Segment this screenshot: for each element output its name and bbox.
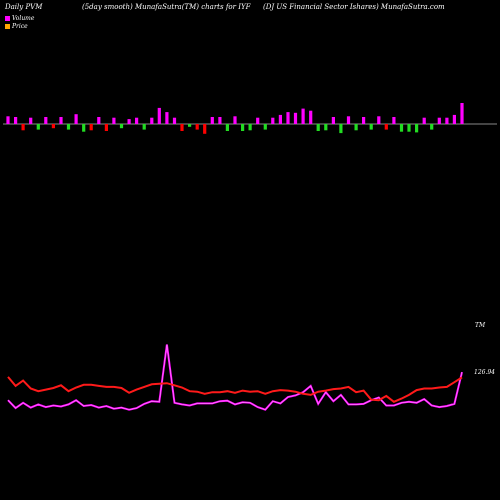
pvm-bar bbox=[203, 124, 207, 134]
legend-price-label: Price bbox=[12, 23, 28, 30]
pvm-bar bbox=[301, 108, 305, 124]
pvm-bar bbox=[180, 124, 184, 131]
pvm-bar bbox=[377, 116, 381, 124]
chart-title-right: (DJ US Financial Sector Ishares) MunafaS… bbox=[263, 3, 445, 11]
volume-line-inner bbox=[7, 344, 463, 411]
pvm-bar bbox=[422, 117, 426, 124]
pvm-bar bbox=[172, 117, 177, 124]
pvm-bar bbox=[21, 124, 25, 131]
pvm-bar bbox=[44, 117, 48, 124]
pvm-bar bbox=[89, 124, 93, 131]
legend-price: Price bbox=[5, 23, 28, 30]
pvm-bar bbox=[6, 116, 10, 124]
pvm-bar bbox=[150, 117, 154, 124]
pvm-bar bbox=[286, 112, 290, 124]
pvm-bar bbox=[339, 124, 343, 134]
pvm-bar bbox=[309, 110, 313, 124]
legend-volume-label: Volume bbox=[12, 15, 35, 22]
pvm-bar bbox=[430, 124, 434, 130]
pvm-bar bbox=[218, 117, 222, 124]
pvm-bar bbox=[354, 124, 358, 131]
chart-title-mid: (5day smooth) MunafaSutra(TM) charts for… bbox=[82, 3, 251, 11]
pvm-bar bbox=[241, 124, 245, 131]
pvm-bar bbox=[271, 117, 275, 124]
pvm-bar bbox=[324, 124, 328, 131]
pvm-bar bbox=[445, 117, 449, 124]
pvm-bar bbox=[127, 119, 131, 124]
pvm-bar bbox=[346, 116, 351, 124]
pvm-bar bbox=[142, 124, 146, 130]
pvm-bar bbox=[74, 114, 78, 124]
pvm-bar bbox=[157, 107, 161, 124]
price-line bbox=[7, 376, 463, 403]
pvm-bar bbox=[316, 124, 320, 131]
pvm-bar bbox=[36, 124, 40, 130]
pvm-bar bbox=[384, 124, 388, 130]
pvm-bar bbox=[407, 124, 411, 132]
pvm-bar bbox=[263, 124, 267, 130]
pvm-bar bbox=[248, 124, 252, 131]
pvm-bar bbox=[369, 124, 373, 130]
pvm-bar bbox=[82, 124, 86, 132]
pvm-bar bbox=[51, 124, 55, 129]
pvm-bar bbox=[112, 117, 116, 124]
pvm-bar bbox=[59, 117, 63, 124]
pvm-bar bbox=[293, 112, 298, 124]
pvm-bar bbox=[460, 103, 464, 124]
pvm-bar bbox=[14, 117, 18, 124]
pvm-bar bbox=[195, 124, 199, 130]
legend-volume-swatch bbox=[5, 16, 10, 21]
price-end-label: 126.94 bbox=[474, 369, 495, 376]
pvm-bar bbox=[225, 124, 229, 131]
pvm-bar bbox=[104, 124, 108, 131]
pvm-bar bbox=[233, 116, 237, 124]
legend-price-swatch bbox=[5, 24, 10, 29]
pvm-bar bbox=[119, 124, 124, 129]
pvm-bar bbox=[135, 117, 139, 124]
pvm-bar bbox=[452, 114, 456, 124]
pvm-bar bbox=[362, 117, 366, 124]
pvm-bar bbox=[188, 124, 192, 127]
pvm-bar bbox=[437, 117, 441, 124]
pvm-bar bbox=[97, 117, 101, 124]
pvm-bars bbox=[6, 103, 464, 134]
pvm-bar bbox=[399, 124, 404, 132]
pvm-bar bbox=[165, 112, 169, 124]
pvm-bar bbox=[392, 117, 396, 124]
pvm-bar bbox=[278, 114, 282, 124]
pvm-bar bbox=[66, 124, 71, 130]
pvm-bar bbox=[210, 117, 214, 124]
pvm-bar bbox=[331, 117, 335, 124]
volume-end-label: TM bbox=[475, 322, 486, 329]
pvm-bar bbox=[415, 124, 419, 133]
chart-title-left: Daily PVM bbox=[5, 3, 43, 11]
pvm-bar bbox=[29, 117, 33, 124]
pvm-bar bbox=[256, 117, 260, 124]
legend-volume: Volume bbox=[5, 15, 34, 22]
